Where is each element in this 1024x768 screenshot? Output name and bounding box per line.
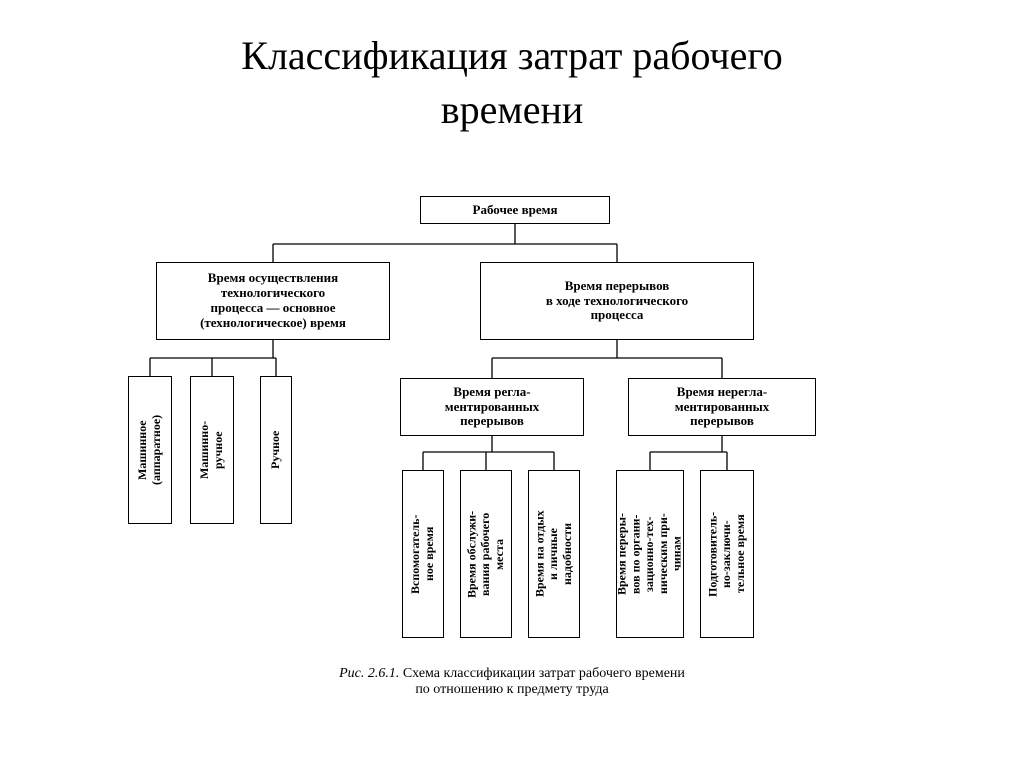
leaf-machine-manual: Машинно-ручное xyxy=(190,376,234,524)
caption-text-2: по отношению к предмету труда xyxy=(415,682,608,697)
node-unreg: Время нерегла-ментированныхперерывов xyxy=(628,378,816,436)
node-breaks: Время перерывовв ходе технологическогопр… xyxy=(480,262,754,340)
page-title-line1: Классификация затрат рабочего xyxy=(0,32,1024,79)
leaf-manual: Ручное xyxy=(260,376,292,524)
leaf-org-tech-breaks: Время переры-вов по органи-зационно-тех-… xyxy=(616,470,684,638)
caption-text-1: Схема классификации затрат рабочего врем… xyxy=(403,666,685,681)
leaf-workplace-service: Время обслужи-вания рабочегоместа xyxy=(460,470,512,638)
leaf-prep-final: Подготовитель-но-заключи-тельное время xyxy=(700,470,754,638)
slide: Классификация затрат рабочего времени xyxy=(0,0,1024,768)
node-tech: Время осуществлениятехнологическогопроце… xyxy=(156,262,390,340)
leaf-rest: Время на отдыхи личныенадобности xyxy=(528,470,580,638)
caption-label: Рис. 2.6.1. xyxy=(339,666,399,681)
figure-caption: Рис. 2.6.1. Схема классификации затрат р… xyxy=(0,666,1024,698)
leaf-machine: Машинное(аппаратное) xyxy=(128,376,172,524)
leaf-auxiliary: Вспомогатель-ное время xyxy=(402,470,444,638)
node-reg: Время регла-ментированныхперерывов xyxy=(400,378,584,436)
page-title-line2: времени xyxy=(0,86,1024,133)
node-root: Рабочее время xyxy=(420,196,610,224)
